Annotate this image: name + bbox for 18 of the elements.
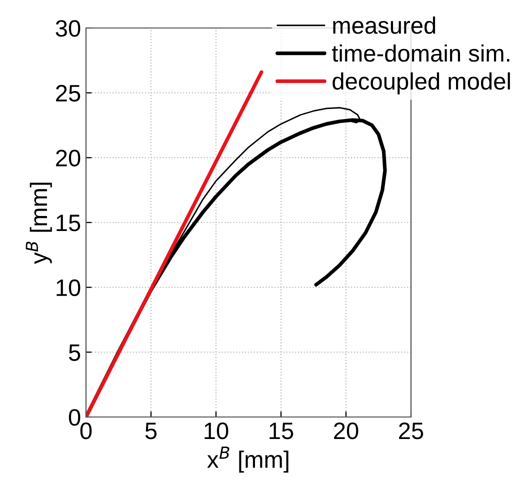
legend-label: time-domain sim. <box>332 44 510 62</box>
x-tick-label: 10 <box>204 422 228 440</box>
y-axis-title: y$^{B}$ [mm] <box>26 182 52 264</box>
x-tick-label: 25 <box>399 422 424 440</box>
y-tick-label: 20 <box>56 150 80 166</box>
x-tick-label: 20 <box>334 422 358 440</box>
y-tick-label: 10 <box>56 279 80 296</box>
legend-label: decoupled model <box>332 72 510 94</box>
x-axis-title: x$^{B}$ [mm] <box>207 446 288 473</box>
x-tick-label: 5 <box>145 422 157 440</box>
y-tick-label: 0 <box>68 409 80 426</box>
y-tick-label: 30 <box>56 20 80 37</box>
x-tick-label: 15 <box>270 422 294 440</box>
y-tick-label: 15 <box>56 214 80 232</box>
y-tick-label: 5 <box>68 344 80 361</box>
y-tick-label: 25 <box>56 84 80 102</box>
legend-label: measured <box>333 16 436 34</box>
x-tick-label: 0 <box>80 422 92 440</box>
